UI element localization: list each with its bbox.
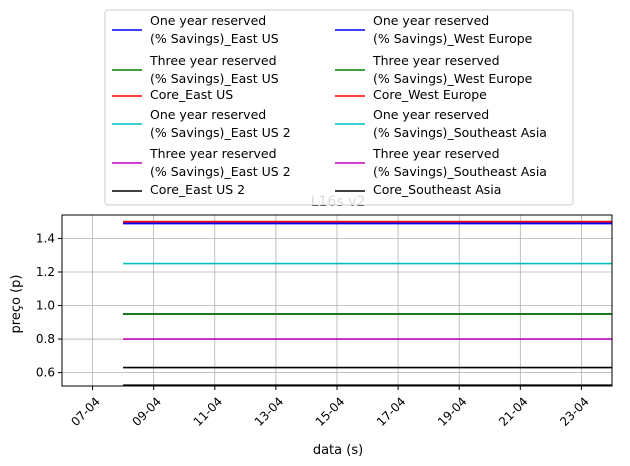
- legend-label-4: One year reserved (% Savings)_East US 2: [150, 107, 291, 140]
- legend-label-7: One year reserved (% Savings)_West Europe: [373, 13, 533, 46]
- legend-label-10: One year reserved (% Savings)_Southeast A…: [373, 107, 547, 140]
- x-tick-label: 07-04: [68, 394, 103, 429]
- legend-label-8: Three year reserved (% Savings)_West Euro…: [372, 53, 533, 86]
- y-axis-label: preço (p): [9, 275, 24, 334]
- legend: One year reserved (% Savings)_East US Thre…: [104, 9, 574, 206]
- series-lines: [123, 220, 612, 387]
- x-axis-label: data (s): [313, 443, 363, 458]
- x-tick-label: 23-04: [557, 394, 592, 429]
- grid-lines: [62, 215, 612, 386]
- x-tick-label: 09-04: [129, 394, 164, 429]
- legend-label-5: Three year reserved (% Savings)_East US 2: [149, 146, 291, 179]
- legend-label-12: Core_Southeast Asia: [373, 182, 501, 197]
- legend-label-3: Core_East US: [150, 87, 233, 102]
- legend-label-9: Core_West Europe: [373, 87, 487, 102]
- y-tick-label: 1.2: [36, 265, 55, 279]
- y-tick-label: 1.4: [36, 231, 55, 245]
- x-tick-label: 17-04: [374, 394, 409, 429]
- y-tick-label: 1.0: [36, 299, 55, 313]
- x-tick-label: 15-04: [313, 394, 348, 429]
- x-tick-label: 19-04: [435, 394, 470, 429]
- y-tick-label: 0.8: [36, 332, 55, 346]
- legend-label-2: Three year reserved (% Savings)_East US: [149, 53, 279, 86]
- x-tick-label: 11-04: [191, 394, 226, 429]
- x-tick-label: 13-04: [252, 394, 287, 429]
- legend-label-11: Three year reserved (% Savings)_Southeast…: [372, 146, 547, 179]
- legend-label-6: Core_East US 2: [150, 182, 245, 197]
- legend-box: [104, 9, 574, 206]
- y-axis: 0.6 0.8 1.0 1.2 1.4: [36, 231, 62, 380]
- y-tick-label: 0.6: [36, 366, 55, 380]
- x-tick-label: 21-04: [496, 394, 531, 429]
- legend-label-1: One year reserved (% Savings)_East US: [150, 13, 279, 46]
- x-axis: 07-04 09-04 11-04 13-04 15-04 17-04 19-04 21-04…: [68, 386, 592, 429]
